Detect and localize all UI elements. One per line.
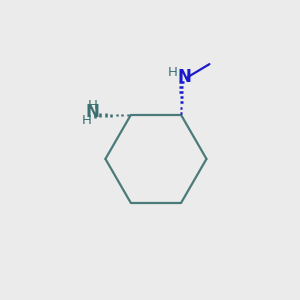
Text: H: H	[88, 99, 98, 112]
Text: N: N	[86, 103, 100, 121]
Text: H: H	[168, 67, 178, 80]
Text: N: N	[178, 68, 192, 85]
Text: H: H	[82, 114, 92, 127]
